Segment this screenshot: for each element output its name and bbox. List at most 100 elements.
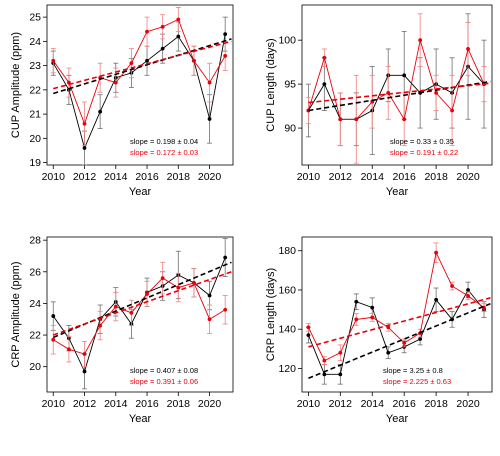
y-tick-label: 25 [29,12,41,24]
plot-frame [301,4,493,166]
y-tick-label: 24 [29,36,41,48]
x-tick-label: 2020 [456,398,480,410]
series-red [50,261,228,368]
y-tick-label: 26 [29,266,41,278]
data-point [51,337,56,342]
plot-frame [301,236,493,393]
series-line [53,277,226,355]
x-tick-label: 2010 [297,398,321,410]
data-point [322,372,327,377]
y-axis-label: CRP Length (days) [265,268,277,361]
data-point [160,24,165,29]
x-tick-label: 2018 [424,171,448,183]
x-tick-label: 2016 [135,171,159,183]
x-tick-label: 2014 [104,171,128,183]
data-point [113,80,118,85]
series-red [50,7,228,147]
x-tick-label: 2016 [135,398,159,410]
trend-line-black [308,302,491,380]
data-point [434,297,439,302]
y-axis-label: CUP Length (days) [265,38,277,131]
data-point [434,250,439,255]
series-line [308,65,485,120]
data-point [370,315,375,320]
data-point [223,54,228,58]
y-tick-label: 21 [29,109,41,121]
series-red [305,13,487,164]
data-point [207,317,212,322]
data-point [51,58,56,63]
trend-line-black [53,38,232,95]
series-line [52,34,226,150]
data-point [207,117,212,121]
data-point [129,61,134,66]
data-point [450,284,454,288]
y-axis-label: CRP Amplitude (ppm) [10,261,22,367]
data-point [450,108,454,113]
data-point [338,117,343,122]
x-tick-label: 2020 [456,171,480,183]
data-point [113,304,118,309]
data-point [418,38,423,43]
data-point [192,280,196,285]
panel-cup-amplitude: 2010 2012 2014 2016 2018 2020 19 20 21 22 23 24 25 Ye… [10,4,234,198]
data-point [223,255,228,260]
y-tick-label: 20 [29,133,41,145]
data-point [223,32,228,36]
data-point [322,358,327,363]
data-point [322,82,327,87]
x-tick-label: 2014 [104,398,128,410]
data-point [207,293,212,298]
data-point [192,58,196,63]
data-point [338,372,343,377]
series-line [52,257,226,373]
x-tick-label: 2012 [329,171,353,183]
x-tick-label: 2010 [297,171,321,183]
y-tick-label: 19 [29,157,41,169]
x-tick-label: 2012 [329,398,353,410]
data-point [98,109,103,114]
plot-frame [46,4,234,166]
slope-annotation: slope = 0.191 ± 0.22 [390,148,458,157]
data-point [306,325,311,330]
x-tick-label: 2016 [393,398,417,410]
data-point [370,305,375,310]
y-tick-label: 95 [284,79,296,91]
slope-annotation: slope = 0.407 ± 0.08 [130,366,198,375]
data-point [354,299,359,304]
panel-crp-length: 2010 2012 2014 2016 2018 2020 120 140 160 180 Year… [265,236,493,425]
data-point [223,307,228,312]
panel-crp-amplitude: 2010 2012 2014 2016 2018 20202022242628YearCR… [10,235,234,425]
series-line [52,18,226,126]
x-tick-label: 2020 [198,398,222,410]
x-axis-label: Year [129,186,152,198]
data-point [82,121,87,126]
data-point [402,73,407,78]
x-tick-label: 2010 [42,398,66,410]
data-point [66,347,71,352]
trend-line-red [308,82,491,104]
data-point [176,34,181,39]
y-axis-label: CUP Amplitude (ppm) [10,32,22,138]
data-point [466,288,470,292]
x-tick-label: 2014 [361,171,385,183]
y-tick-label: 90 [284,123,296,135]
data-point [145,29,149,34]
slope-annotation: slope = 0.198 ± 0.04 [130,137,198,146]
data-point [354,117,359,122]
y-tick-label: 100 [278,35,296,47]
series-line [307,289,485,375]
data-point [418,337,423,341]
data-point [386,350,391,355]
data-point [207,80,212,85]
slope-annotation: slope = 0.391 ± 0.06 [130,377,198,386]
slope-annotation: slope = 0.33 ± 0.35 [390,137,454,146]
x-axis-label: Year [386,186,409,198]
data-point [354,317,359,322]
data-point [145,292,149,296]
y-tick-label: 22 [29,84,41,96]
data-point [402,341,407,345]
slope-annotation: slope = 2.225 ± 0.63 [383,377,451,386]
x-tick-label: 2016 [393,171,417,183]
